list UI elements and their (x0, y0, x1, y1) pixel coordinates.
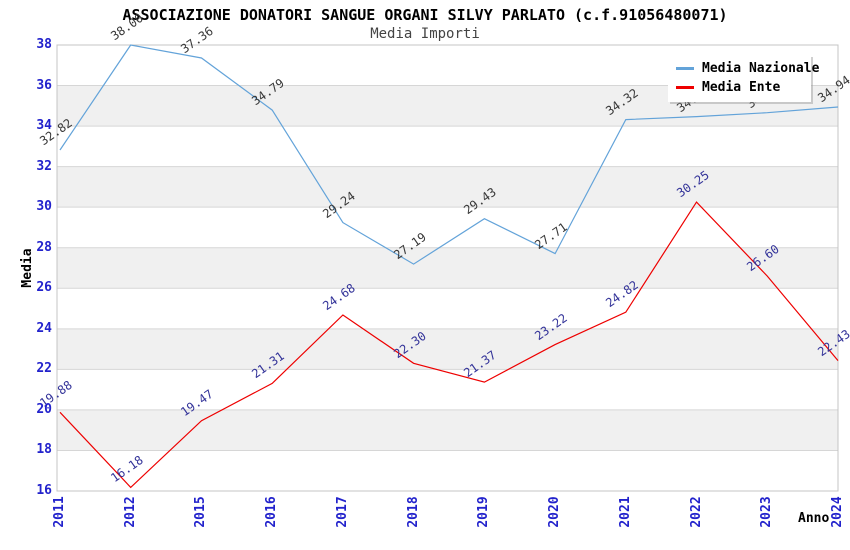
legend-item: Media Ente (676, 78, 811, 97)
legend: Media Nazionale Media Ente (668, 55, 819, 102)
x-tick-label: 2020 (547, 496, 563, 528)
y-tick-label: 26 (36, 280, 52, 296)
y-tick-label: 36 (36, 77, 52, 93)
x-tick-label: 2021 (617, 496, 633, 528)
y-tick-label: 18 (36, 442, 52, 458)
x-tick-label: 2019 (476, 496, 492, 528)
x-tick-label: 2022 (688, 496, 704, 528)
y-axis-title: Media (20, 248, 35, 288)
legend-label: Media Nazionale (702, 61, 820, 76)
y-tick-label: 34 (36, 118, 52, 134)
x-tick-label: 2011 (52, 496, 67, 528)
x-tick-label: 2012 (122, 496, 138, 528)
x-tick-label: 2015 (193, 496, 209, 528)
y-tick-label: 16 (36, 483, 52, 498)
x-tick-label: 2016 (264, 496, 280, 528)
series-line-media-ente (59, 201, 839, 489)
legend-label: Media Ente (702, 80, 781, 95)
series-line-media-nazionale (59, 44, 839, 265)
legend-swatch-icon (676, 86, 694, 89)
x-tick-label: 2024 (830, 496, 845, 528)
plot-band (57, 409, 838, 451)
plot-band (57, 247, 838, 289)
x-axis-title: Anno (798, 511, 830, 526)
y-tick-label: 38 (36, 37, 52, 52)
x-tick-label: 2017 (334, 496, 350, 528)
legend-swatch-icon (676, 67, 694, 70)
y-tick-label: 30 (36, 199, 52, 215)
y-tick-label: 32 (36, 158, 52, 174)
legend-item: Media Nazionale (676, 59, 819, 78)
x-tick-label: 2023 (759, 496, 775, 528)
y-tick-label: 20 (36, 401, 52, 417)
y-tick-label: 24 (36, 320, 52, 336)
x-tick-label: 2018 (405, 496, 421, 528)
chart-title: ASSOCIAZIONE DONATORI SANGUE ORGANI SILV… (122, 6, 728, 24)
y-tick-label: 22 (36, 361, 52, 377)
y-tick-label: 28 (36, 239, 52, 255)
plot-band (57, 166, 838, 208)
plot-border (56, 44, 839, 492)
plot-band (57, 328, 838, 370)
chart-subtitle: Media Importi (370, 26, 480, 42)
